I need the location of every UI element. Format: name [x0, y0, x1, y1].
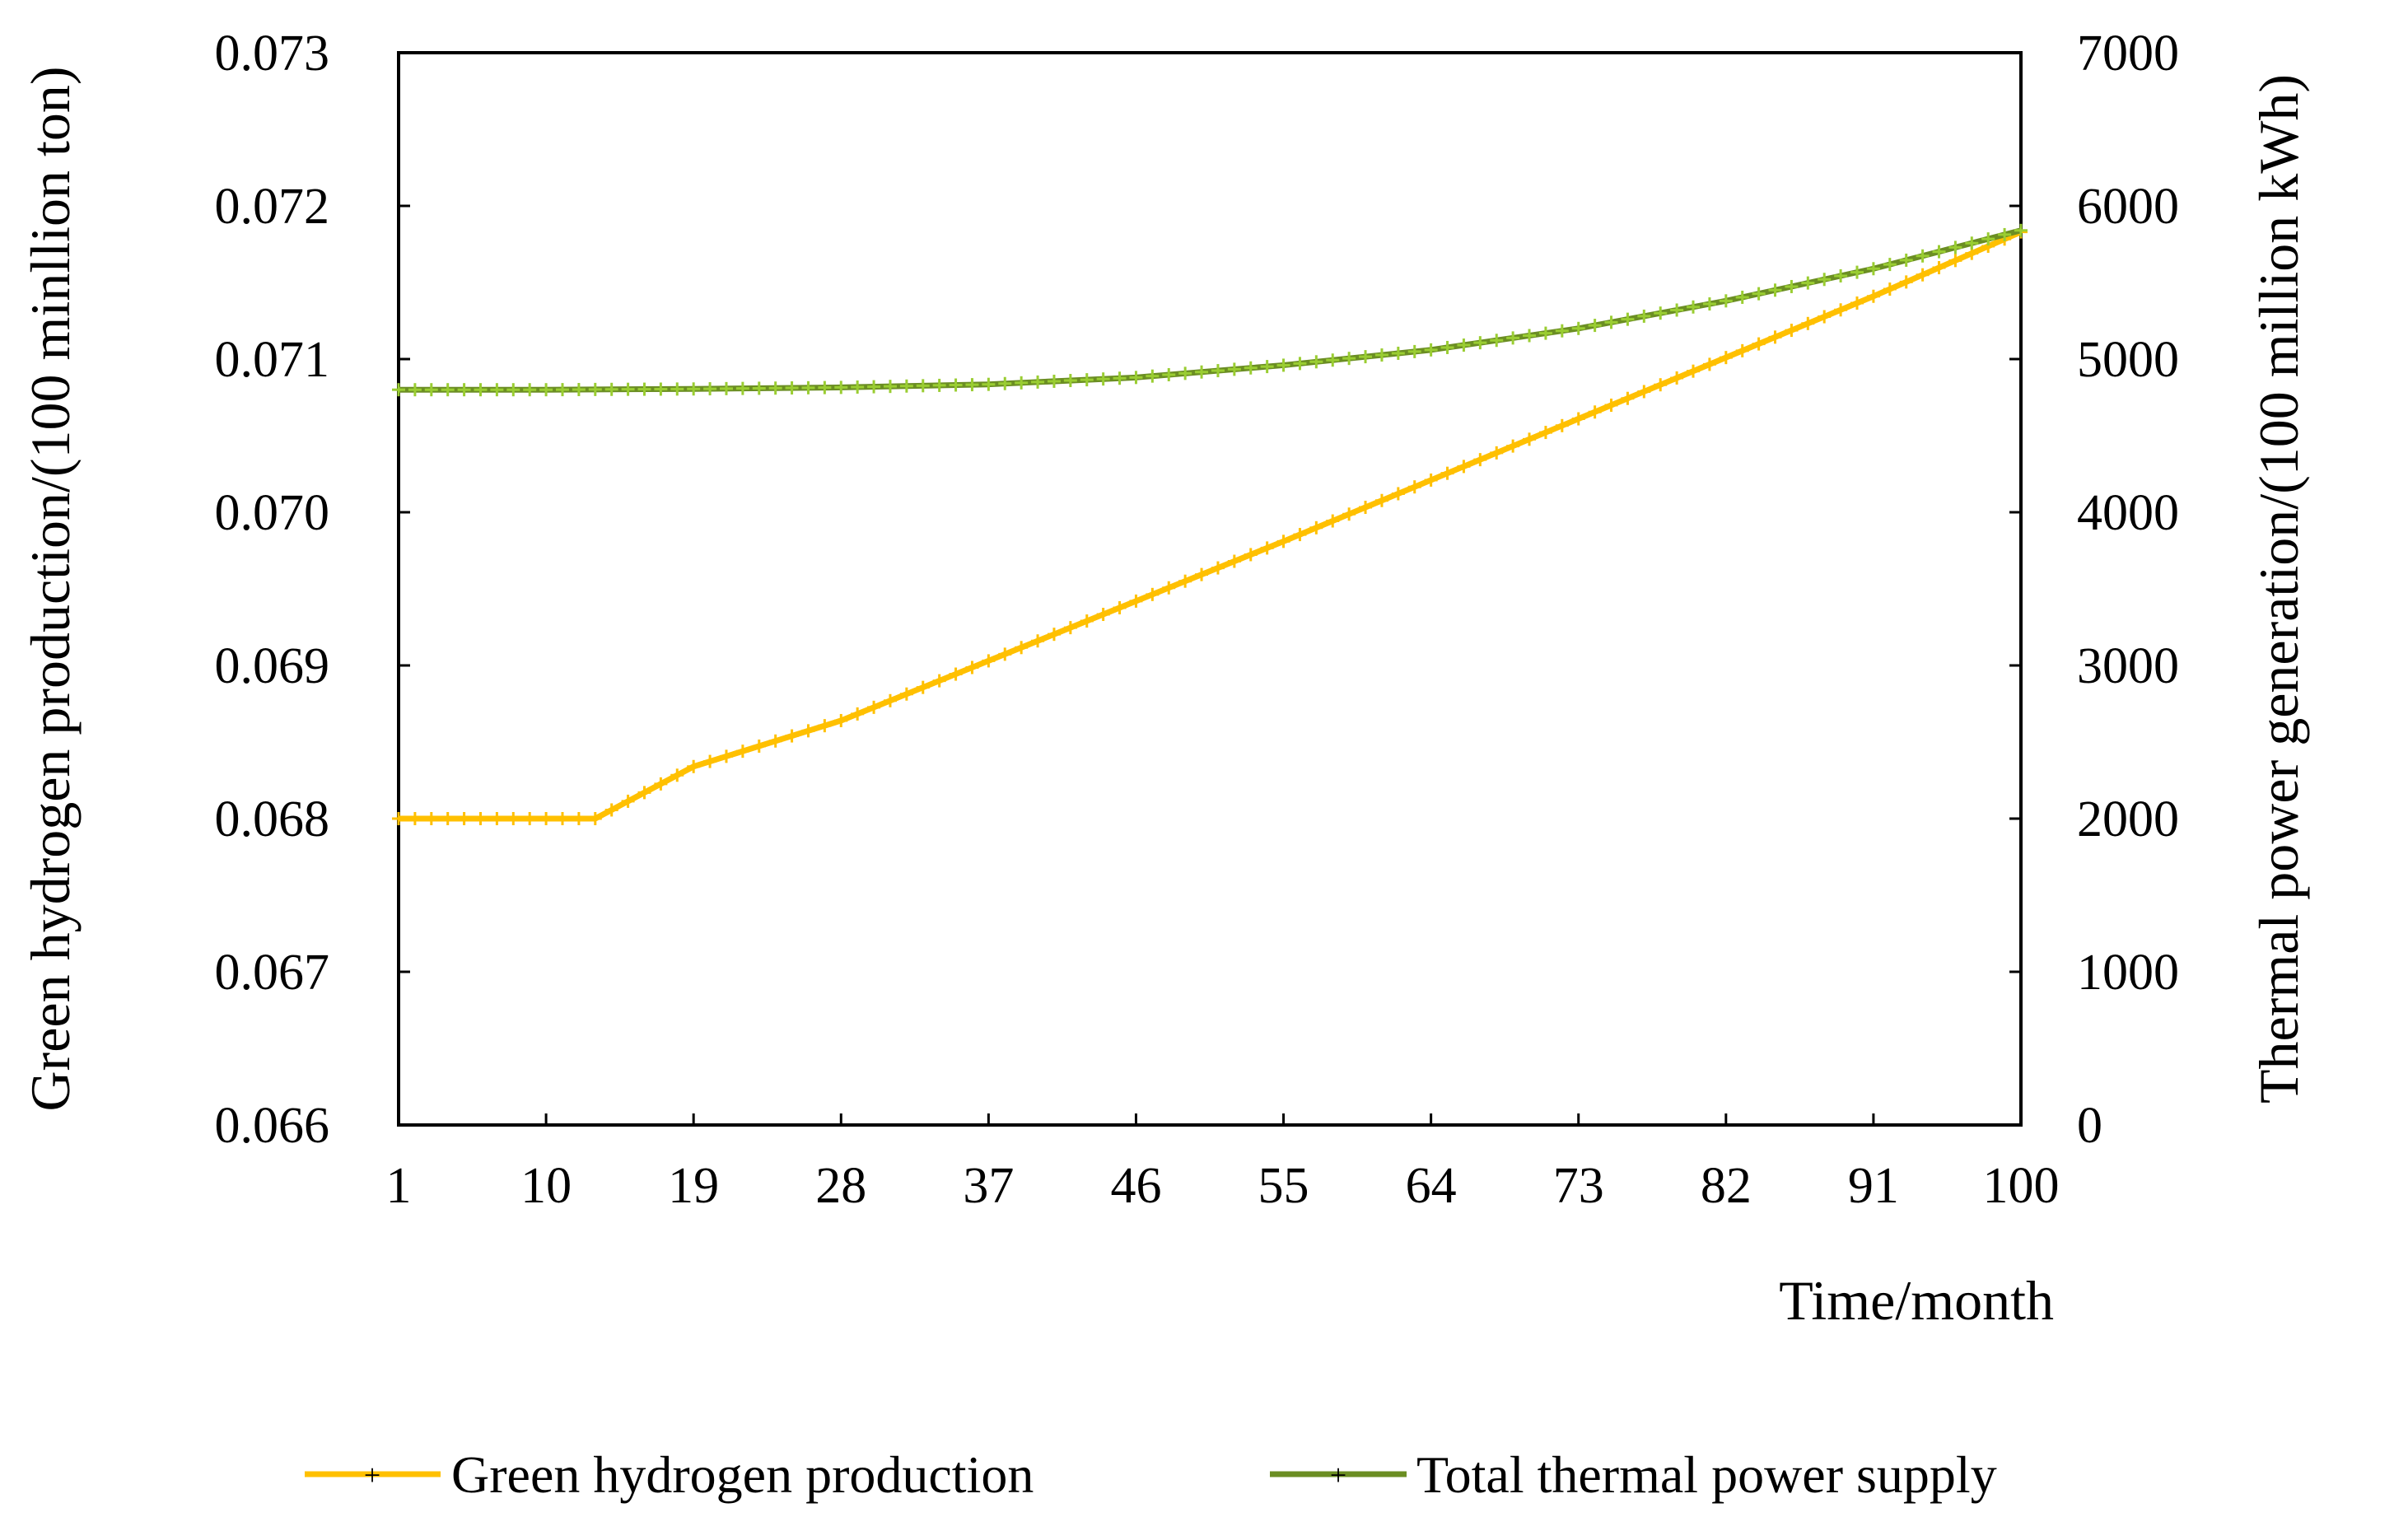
legend-label-green-hydrogen: Green hydrogen production [451, 1445, 1034, 1504]
y-right-tick-label: 7000 [2077, 26, 2179, 82]
y-right-axis: 0 1000 2000 3000 4000 5000 6000 7000 [2009, 26, 2179, 1154]
x-tick-label: 28 [815, 1158, 866, 1214]
y-left-tick-label: 0.066 [215, 1098, 330, 1154]
y-right-tick-label: 2000 [2077, 791, 2179, 847]
y-right-tick-label: 1000 [2077, 945, 2179, 1001]
x-tick-label: 64 [1406, 1158, 1457, 1214]
y-left-axis-title: Green hydrogen production/(100 minllion … [19, 66, 82, 1111]
y-left-axis: 0.066 0.067 0.068 0.069 0.070 0.071 0.072 0.073 [215, 26, 410, 1154]
x-tick-label: 10 [520, 1158, 572, 1214]
y-right-tick-label: 5000 [2077, 332, 2179, 388]
y-right-axis-title: Thermal power generation/(100 million kW… [2247, 74, 2310, 1104]
plot-area-frame [397, 51, 2023, 1127]
y-left-tick-label: 0.073 [215, 26, 330, 82]
x-tick-label: 100 [1983, 1158, 2060, 1214]
legend-item-green-hydrogen: + Green hydrogen production [305, 1445, 1034, 1504]
y-left-tick-label: 0.070 [215, 485, 330, 541]
series-layer [392, 223, 2028, 825]
y-right-axis-title-group: Thermal power generation/(100 million kW… [2247, 74, 2310, 1104]
series-line-total-thermal-power-supply [399, 227, 2022, 393]
y-right-tick-label: 4000 [2077, 485, 2179, 541]
legend-label-thermal-power: Total thermal power supply [1416, 1445, 1997, 1504]
x-tick-label: 19 [668, 1158, 719, 1214]
y-left-tick-label: 0.068 [215, 791, 330, 847]
y-left-axis-title-group: Green hydrogen production/(100 minllion … [19, 66, 82, 1111]
y-left-tick-label: 0.069 [215, 638, 330, 694]
y-left-tick-label: 0.072 [215, 179, 330, 235]
x-tick-label: 73 [1553, 1158, 1604, 1214]
legend: + Green hydrogen production + Total ther… [305, 1445, 1997, 1504]
y-right-tick-label: 3000 [2077, 638, 2179, 694]
y-left-tick-label: 0.071 [215, 332, 330, 388]
x-axis-title: Time/month [1779, 1269, 2054, 1332]
x-tick-label: 82 [1701, 1158, 1752, 1214]
x-tick-label: 37 [963, 1158, 1014, 1214]
y-left-tick-label: 0.067 [215, 945, 330, 1001]
x-tick-label: 1 [386, 1158, 412, 1214]
legend-marker-thermal-power: + [1330, 1459, 1346, 1491]
legend-marker-green-hydrogen: + [364, 1459, 380, 1491]
x-tick-label: 46 [1110, 1158, 1161, 1214]
y-right-tick-label: 0 [2077, 1098, 2102, 1154]
y-right-tick-label: 6000 [2077, 179, 2179, 235]
series-line-green-hydrogen-production [399, 229, 2023, 822]
legend-item-thermal-power: + Total thermal power supply [1270, 1445, 1997, 1504]
x-axis: 1 10 19 28 37 46 55 64 73 82 91 100 [386, 1113, 2060, 1214]
x-tick-label: 91 [1848, 1158, 1899, 1214]
x-tick-label: 55 [1258, 1158, 1309, 1214]
